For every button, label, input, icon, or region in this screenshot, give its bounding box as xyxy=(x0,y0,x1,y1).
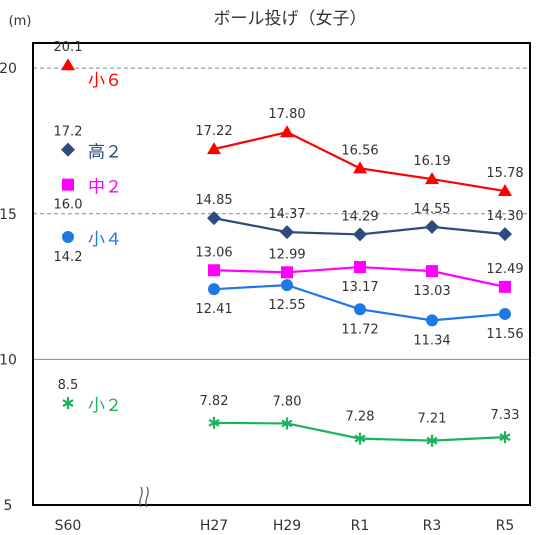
data-label: 13.03 xyxy=(413,284,450,299)
data-label: 17.22 xyxy=(195,124,232,139)
data-point xyxy=(208,283,220,296)
y-tick-label: 10 xyxy=(0,352,17,368)
data-label: 12.55 xyxy=(268,298,305,313)
y-tick-label: 15 xyxy=(0,207,17,223)
data-label: 14.85 xyxy=(195,193,232,208)
data-label: 16.0 xyxy=(54,198,83,213)
data-label: 8.5 xyxy=(58,378,79,393)
data-label: 16.56 xyxy=(341,143,378,158)
data-label: 12.41 xyxy=(195,302,232,317)
data-label: 13.06 xyxy=(195,245,232,260)
x-tick-label: H27 xyxy=(200,518,228,534)
series-中２: 13.06 12.99 13.17 13.03 12.49 16.0 中２ xyxy=(54,178,524,300)
data-label: 17.2 xyxy=(54,125,83,140)
data-label: 16.19 xyxy=(413,154,450,169)
data-point xyxy=(354,261,366,274)
chart-title: ボール投げ（女子） xyxy=(214,9,367,29)
x-tick-label: R3 xyxy=(423,518,442,534)
x-tick-label: S60 xyxy=(55,518,82,534)
data-point xyxy=(426,314,438,327)
data-label: 7.80 xyxy=(273,394,302,409)
data-point xyxy=(62,178,74,191)
series-name-label: 小４ xyxy=(88,230,122,250)
data-point xyxy=(353,161,367,174)
data-label: 7.82 xyxy=(200,394,229,409)
series-小２: 7.82 7.80 7.28 7.21 7.33 8.5 小２ xyxy=(58,378,520,447)
data-label: 13.17 xyxy=(341,280,378,295)
series-name-label: 高２ xyxy=(88,143,122,163)
data-point xyxy=(354,432,366,445)
data-point xyxy=(499,280,511,293)
data-point xyxy=(62,397,74,410)
data-label: 20.1 xyxy=(54,40,83,55)
x-tick-label: R1 xyxy=(351,518,370,534)
data-point xyxy=(280,225,294,240)
series-line xyxy=(213,131,506,193)
y-tick-label: 20 xyxy=(0,61,17,77)
data-point xyxy=(353,227,367,242)
data-point xyxy=(425,172,439,185)
data-label: 15.78 xyxy=(486,166,523,181)
unit-label: (m) xyxy=(9,14,32,29)
data-label: 12.99 xyxy=(268,247,305,262)
data-point xyxy=(426,434,438,447)
y-tick-label: 5 xyxy=(4,498,13,514)
data-point xyxy=(498,227,512,242)
data-point xyxy=(62,231,74,244)
data-label: 14.2 xyxy=(54,250,83,265)
data-label: 7.28 xyxy=(346,410,375,425)
x-tick-label: R5 xyxy=(496,518,515,534)
data-point xyxy=(280,125,294,138)
series-小６: 17.22 17.80 16.56 16.19 15.78 20.1 小６ xyxy=(54,40,524,197)
data-point xyxy=(281,417,293,430)
data-label: 14.29 xyxy=(341,209,378,224)
series-group: 17.22 17.80 16.56 16.19 15.78 20.1 小６ 14.85 14.3… xyxy=(54,40,524,447)
data-label: 17.80 xyxy=(268,107,305,122)
data-label: 7.33 xyxy=(491,408,520,423)
data-label: 14.55 xyxy=(413,202,450,217)
series-小４: 12.41 12.55 11.72 11.34 11.56 14.2 小４ xyxy=(54,230,524,348)
series-name-label: 小６ xyxy=(88,71,122,91)
data-label: 12.49 xyxy=(486,262,523,277)
series-高２: 14.85 14.37 14.29 14.55 14.30 17.2 高２ xyxy=(54,125,524,242)
data-label: 7.21 xyxy=(418,412,447,427)
data-point xyxy=(281,279,293,292)
plot-frame xyxy=(32,42,531,506)
grid xyxy=(33,67,530,360)
series-name-label: 中２ xyxy=(88,178,122,198)
data-label: 11.34 xyxy=(413,333,450,348)
data-point xyxy=(426,265,438,278)
data-point xyxy=(208,264,220,277)
data-point xyxy=(425,219,439,234)
y-axis-ticks: 5 10 15 20 xyxy=(0,61,17,514)
data-point xyxy=(207,142,221,155)
series-name-label: 小２ xyxy=(88,396,122,416)
data-point xyxy=(207,211,221,226)
data-label: 14.30 xyxy=(486,209,523,224)
axis-break-mark xyxy=(139,486,149,508)
data-point xyxy=(499,431,511,444)
data-point xyxy=(354,303,366,316)
data-point xyxy=(61,58,75,71)
data-label: 11.56 xyxy=(486,327,523,342)
data-label: 14.37 xyxy=(268,207,305,222)
data-label: 11.72 xyxy=(341,322,378,337)
data-point xyxy=(498,184,512,197)
data-point xyxy=(281,266,293,279)
data-point xyxy=(208,416,220,429)
x-tick-label: H29 xyxy=(273,518,301,534)
x-axis-ticks: S60 H27 H29 R1 R3 R5 xyxy=(55,518,515,534)
data-point xyxy=(61,142,75,157)
data-point xyxy=(499,307,511,320)
